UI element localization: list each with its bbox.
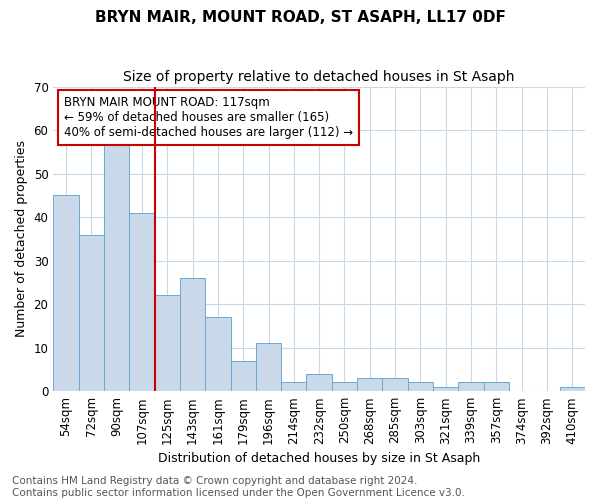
Bar [560, 387, 585, 391]
Bar [458, 382, 484, 391]
Bar [129, 213, 155, 391]
Bar [104, 134, 129, 391]
Bar [433, 387, 458, 391]
Bar [205, 317, 230, 391]
Bar [230, 360, 256, 391]
Bar [357, 378, 382, 391]
Bar [256, 344, 281, 391]
X-axis label: Distribution of detached houses by size in St Asaph: Distribution of detached houses by size … [158, 452, 480, 465]
Bar [155, 296, 180, 391]
Bar [79, 234, 104, 391]
Bar [408, 382, 433, 391]
Bar [307, 374, 332, 391]
Bar [332, 382, 357, 391]
Bar [382, 378, 408, 391]
Bar [53, 196, 79, 391]
Bar [484, 382, 509, 391]
Bar [180, 278, 205, 391]
Text: Contains HM Land Registry data © Crown copyright and database right 2024.
Contai: Contains HM Land Registry data © Crown c… [12, 476, 465, 498]
Y-axis label: Number of detached properties: Number of detached properties [15, 140, 28, 338]
Title: Size of property relative to detached houses in St Asaph: Size of property relative to detached ho… [124, 70, 515, 84]
Text: BRYN MAIR, MOUNT ROAD, ST ASAPH, LL17 0DF: BRYN MAIR, MOUNT ROAD, ST ASAPH, LL17 0D… [95, 10, 505, 25]
Bar [281, 382, 307, 391]
Text: BRYN MAIR MOUNT ROAD: 117sqm
← 59% of detached houses are smaller (165)
40% of s: BRYN MAIR MOUNT ROAD: 117sqm ← 59% of de… [64, 96, 353, 138]
